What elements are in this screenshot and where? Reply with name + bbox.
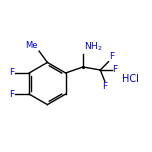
- Text: HCl: HCl: [122, 74, 139, 84]
- Text: F: F: [109, 52, 114, 61]
- Text: F: F: [9, 69, 14, 78]
- Text: Me: Me: [25, 41, 38, 50]
- Text: F: F: [102, 82, 107, 91]
- Text: F: F: [9, 90, 14, 99]
- Text: F: F: [112, 66, 117, 74]
- Text: NH$_2$: NH$_2$: [84, 41, 102, 53]
